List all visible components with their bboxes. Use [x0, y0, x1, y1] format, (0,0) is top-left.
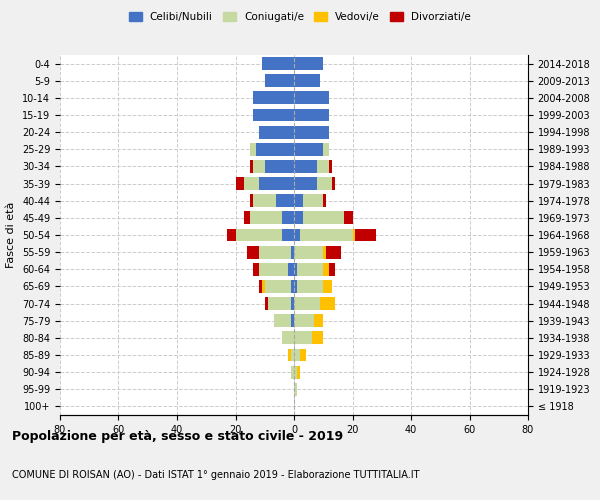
Bar	[288, 263, 294, 276]
Bar	[235, 228, 283, 241]
Bar	[259, 126, 294, 138]
Bar	[274, 314, 291, 327]
Bar	[277, 194, 294, 207]
Y-axis label: Anni di nascita: Anni di nascita	[597, 194, 600, 276]
Bar	[317, 177, 332, 190]
Bar	[323, 280, 332, 293]
Bar	[297, 280, 323, 293]
Bar	[314, 314, 323, 327]
Bar	[303, 194, 323, 207]
Bar	[323, 263, 329, 276]
Bar	[320, 297, 335, 310]
Bar	[262, 280, 265, 293]
Bar	[259, 246, 291, 258]
Bar	[294, 297, 320, 310]
Bar	[294, 212, 303, 224]
Bar	[265, 280, 291, 293]
Bar	[323, 246, 326, 258]
Bar	[294, 57, 323, 70]
Bar	[329, 160, 332, 173]
Bar	[294, 246, 323, 258]
Bar	[283, 212, 294, 224]
Bar	[259, 280, 262, 293]
Bar	[332, 177, 335, 190]
Bar	[294, 177, 317, 190]
Bar	[326, 246, 341, 258]
Bar	[291, 348, 294, 362]
Bar	[300, 348, 306, 362]
Y-axis label: Fasce di età: Fasce di età	[7, 202, 16, 268]
Bar	[294, 280, 297, 293]
Bar	[294, 160, 317, 173]
Bar	[259, 263, 288, 276]
Bar	[262, 57, 294, 70]
Legend: Celibi/Nubili, Coniugati/e, Vedovi/e, Divorziati/e: Celibi/Nubili, Coniugati/e, Vedovi/e, Di…	[125, 8, 475, 26]
Bar	[244, 177, 259, 190]
Bar	[294, 263, 297, 276]
Bar	[294, 108, 329, 122]
Bar	[344, 212, 353, 224]
Bar	[244, 212, 250, 224]
Bar	[300, 228, 353, 241]
Bar	[235, 177, 244, 190]
Bar	[291, 297, 294, 310]
Bar	[311, 332, 323, 344]
Bar	[294, 74, 320, 87]
Bar	[294, 366, 297, 378]
Bar	[294, 143, 323, 156]
Bar	[303, 212, 344, 224]
Bar	[294, 348, 300, 362]
Bar	[294, 92, 329, 104]
Bar	[253, 92, 294, 104]
Bar	[259, 177, 294, 190]
Bar	[247, 246, 259, 258]
Bar	[265, 160, 294, 173]
Bar	[291, 366, 294, 378]
Bar	[291, 280, 294, 293]
Bar	[294, 194, 303, 207]
Bar	[353, 228, 355, 241]
Bar	[253, 108, 294, 122]
Bar	[283, 332, 294, 344]
Bar	[253, 160, 265, 173]
Bar	[253, 194, 277, 207]
Bar	[355, 228, 376, 241]
Bar	[256, 143, 294, 156]
Bar	[297, 366, 300, 378]
Bar	[250, 194, 253, 207]
Bar	[265, 297, 268, 310]
Bar	[283, 228, 294, 241]
Bar	[294, 126, 329, 138]
Bar	[294, 228, 300, 241]
Bar	[253, 263, 259, 276]
Bar	[297, 263, 323, 276]
Bar	[294, 314, 314, 327]
Bar	[317, 160, 329, 173]
Bar	[323, 143, 329, 156]
Bar	[250, 160, 253, 173]
Text: Popolazione per età, sesso e stato civile - 2019: Popolazione per età, sesso e stato civil…	[12, 430, 343, 443]
Bar	[227, 228, 235, 241]
Bar	[268, 297, 291, 310]
Bar	[294, 332, 311, 344]
Text: COMUNE DI ROISAN (AO) - Dati ISTAT 1° gennaio 2019 - Elaborazione TUTTITALIA.IT: COMUNE DI ROISAN (AO) - Dati ISTAT 1° ge…	[12, 470, 419, 480]
Bar	[265, 74, 294, 87]
Bar	[291, 314, 294, 327]
Bar	[329, 263, 335, 276]
Bar	[323, 194, 326, 207]
Bar	[288, 348, 291, 362]
Bar	[291, 246, 294, 258]
Bar	[250, 143, 256, 156]
Bar	[294, 383, 297, 396]
Bar	[250, 212, 283, 224]
